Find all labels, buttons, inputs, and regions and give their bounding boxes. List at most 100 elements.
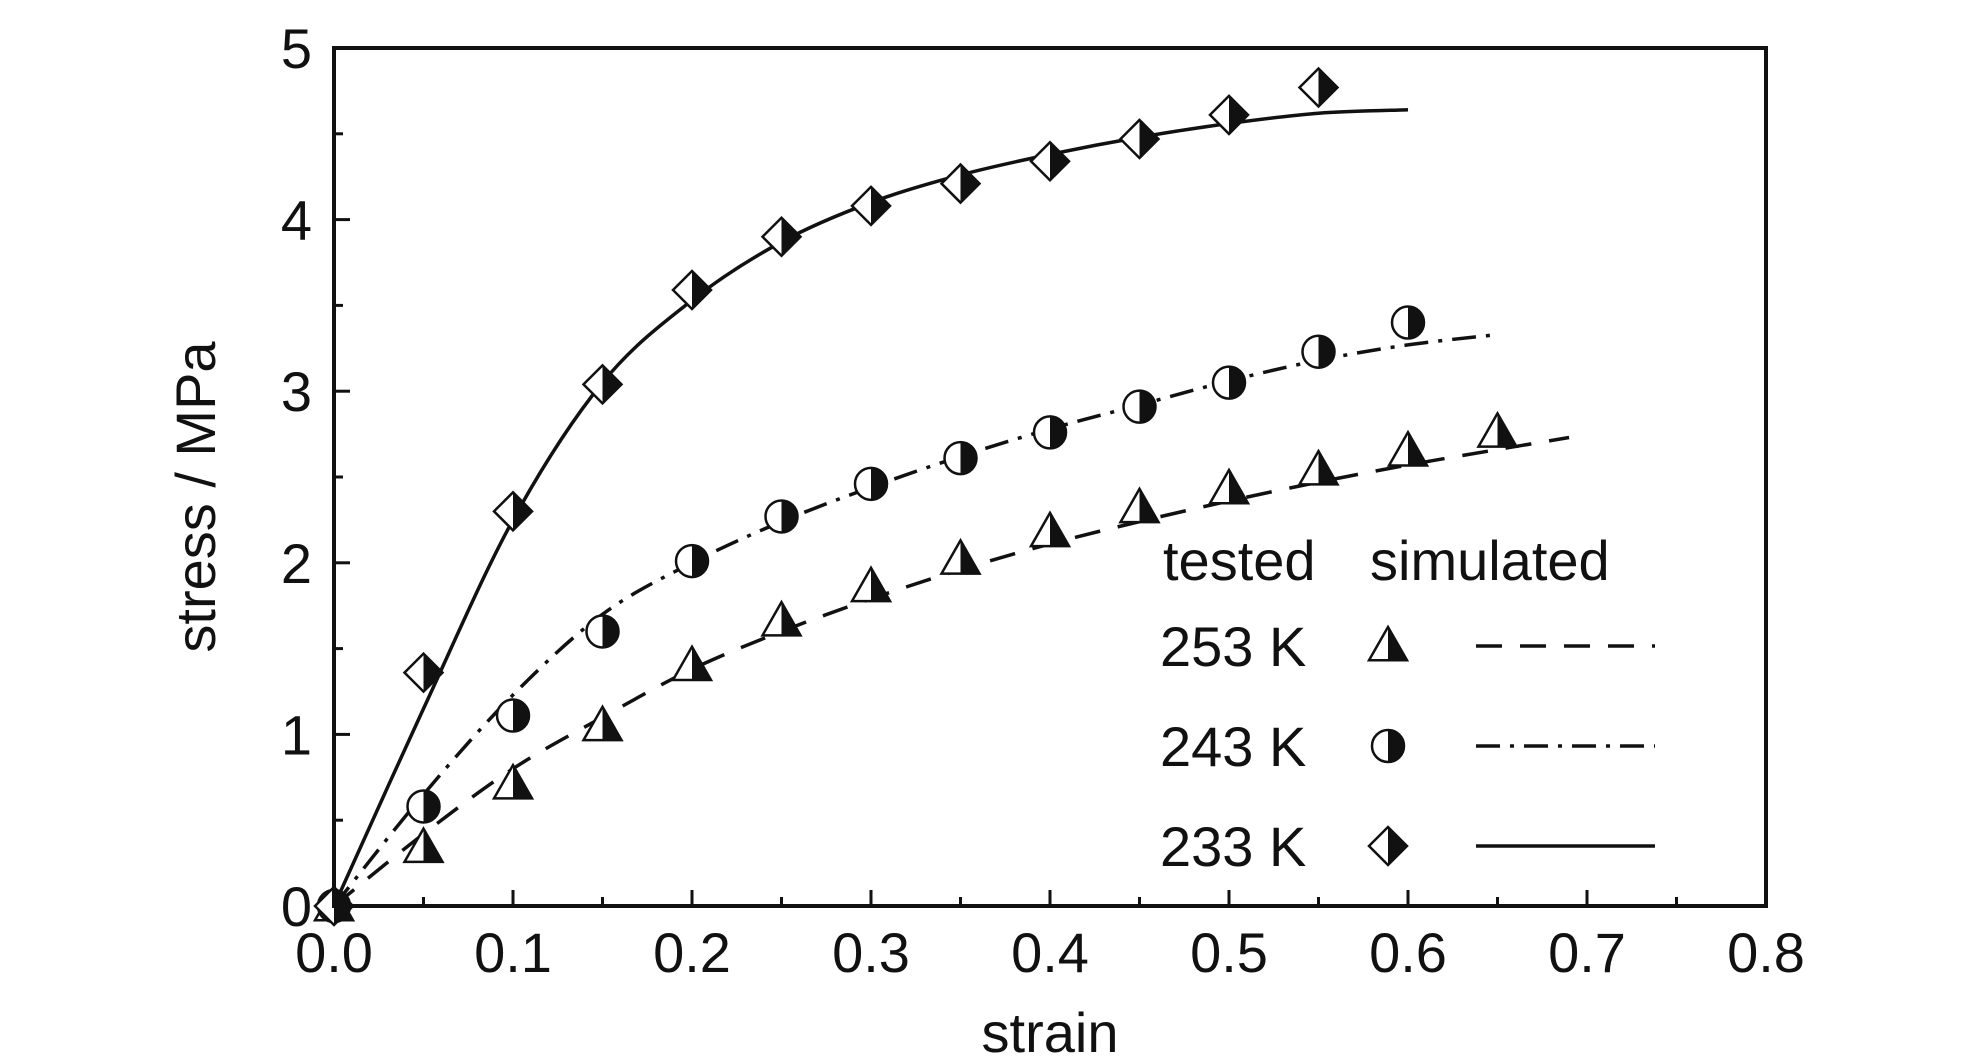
simulated-curve-253k [332,435,1570,908]
y-tick-label: 4 [281,189,312,252]
marker-fill [871,467,887,500]
tested-point-233k [1208,94,1250,136]
tested-point-243k [853,466,889,502]
x-tick-label: 0.4 [1011,921,1089,984]
marker-fill [1139,390,1156,423]
tested-point-243k [585,614,620,649]
tested-point-253k [402,826,445,864]
tested-point-253k [670,644,714,682]
marker-fill [692,646,711,681]
legend-marker-233k [1367,825,1409,867]
tested-point-233k [402,651,445,694]
simulated-curve-243k [332,332,1498,908]
legend-label-253k: 253 K [1160,615,1306,678]
marker-fill [960,442,977,475]
tested-point-243k [495,698,531,733]
marker-fill [871,186,890,225]
tested-point-253k [1476,410,1519,448]
tested-point-233k [1118,118,1161,160]
plot-frame [332,46,1768,908]
marker-fill [1050,416,1066,449]
tested-point-243k [764,499,799,534]
marker-fill [1318,68,1338,107]
marker-fill [1229,366,1245,399]
tested-point-243k [674,543,710,579]
x-tick-label: 0.8 [1727,921,1805,984]
x-tick-label: 0.5 [1190,921,1268,984]
x-tick-label: 0.0 [295,921,373,984]
marker-fill [1318,451,1338,485]
legend-entries: 253 K 243 K 233 K [1160,615,1655,878]
tested-point-243k [1390,305,1426,340]
marker-fill [1388,730,1404,762]
tested-point-253k [491,762,535,800]
tested-point-253k [1207,467,1251,505]
tested-point-243k [1211,365,1247,400]
legend-label-233k: 233 K [1160,815,1306,878]
marker-fill [871,567,890,602]
marker-fill [1050,142,1069,181]
x-tick-label: 0.3 [832,921,910,984]
marker-fill [513,765,532,799]
x-tick-label: 0.7 [1548,921,1626,984]
tested-point-253k [849,565,893,603]
marker-fill [423,653,443,692]
tested-point-233k [492,490,534,533]
x-tick-label: 0.1 [474,921,552,984]
tested-point-233k [1029,140,1071,183]
simulated-curve-233k [332,108,1409,907]
marker-fill [602,365,622,404]
legend-header-simulated: simulated [1370,529,1610,592]
marker-fill [1229,95,1248,134]
marker-fill [1388,827,1407,865]
tested-point-243k [943,440,978,476]
tested-point-253k [1118,486,1161,524]
legend-header-tested: tested [1163,529,1316,592]
tested-point-243k [1032,415,1068,450]
y-tick-label: 1 [281,703,312,766]
tested-point-243k [1122,389,1157,424]
tested-point-233k [850,185,892,227]
marker-fill [692,270,711,309]
tested-point-253k [1386,429,1430,467]
tested-point-253k [1028,510,1072,548]
marker-fill [1139,119,1159,158]
y-tick-label: 2 [281,532,312,595]
tested-markers [312,66,1519,927]
x-tick-label: 0.6 [1369,921,1447,984]
marker-fill [781,217,801,256]
tested-point-233k [581,363,624,406]
marker-fill [1388,627,1407,661]
marker-fill [513,492,532,531]
tested-point-253k [939,537,982,575]
tested-point-233k [939,162,982,205]
x-axis-title: strain [982,1001,1119,1063]
tested-point-253k [1297,448,1340,486]
simulated-curves [332,108,1570,908]
x-tick-label: 0.2 [653,921,731,984]
y-tick-label: 5 [281,17,312,80]
marker-fill [423,828,443,862]
marker-fill [1408,306,1424,339]
y-tick-label: 3 [281,360,312,423]
marker-fill [960,540,980,574]
marker-fill [781,500,798,533]
marker-fill [1139,488,1159,523]
tested-point-233k [760,215,803,258]
marker-fill [602,615,619,648]
tested-point-233k [671,269,713,311]
marker-fill [513,699,529,732]
tested-point-243k [406,789,441,824]
tested-point-253k [760,599,803,637]
marker-fill [692,545,708,578]
legend-label-243k: 243 K [1160,715,1306,778]
marker-fill [960,164,980,203]
tested-point-233k [1297,66,1340,109]
marker-fill [1050,512,1069,547]
marker-fill [1497,413,1517,447]
axis-tick-labels: 0.0 0.1 0.2 0.3 0.4 0.5 0.6 0.7 0.8 0 1 2 3 4 5 [281,17,1805,984]
legend-marker-243k [1370,728,1406,764]
marker-fill [602,706,622,741]
legend: tested simulated 253 K 243 K 233 K [1160,529,1655,878]
tested-point-253k [581,704,624,742]
